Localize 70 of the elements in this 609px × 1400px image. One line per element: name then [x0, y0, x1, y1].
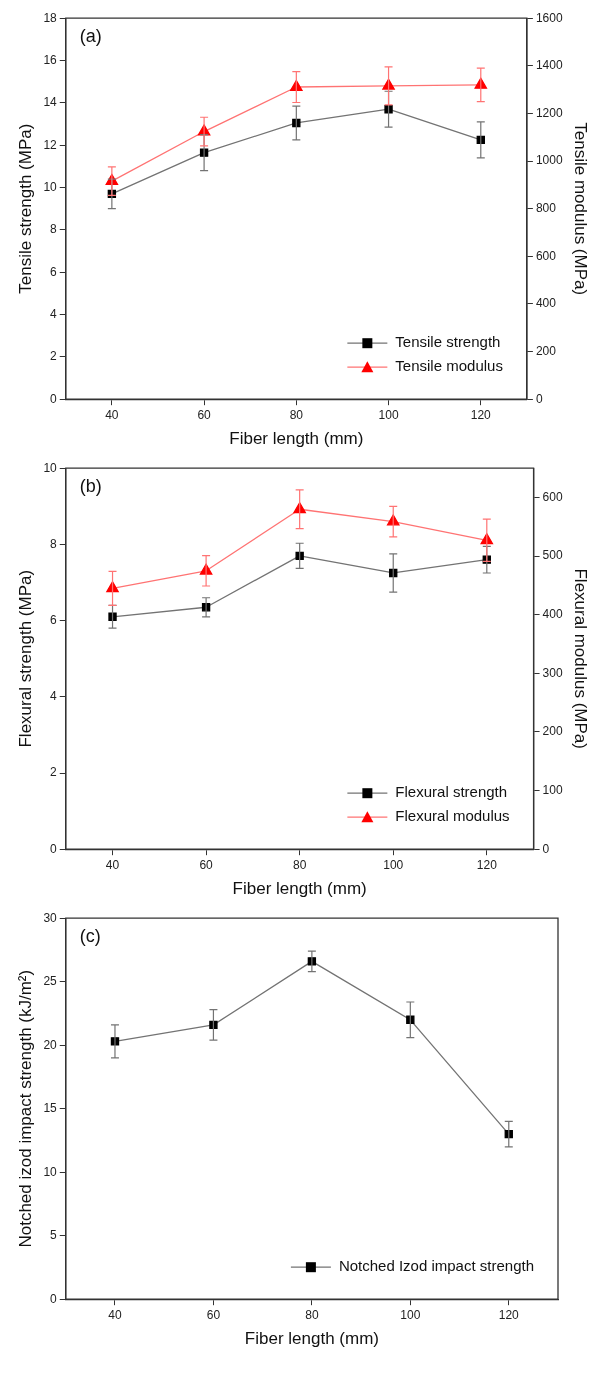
y2-tick-label: 600 — [535, 248, 557, 263]
y-axis-title: Notched izod impact strength (kJ/m²) — [15, 969, 35, 1248]
legend-label: Flexural modulus — [395, 807, 510, 825]
y-axis-title: Flexural strength (MPa) — [15, 569, 35, 748]
y-tick-label: 0 — [50, 841, 58, 856]
x-tick-label: 60 — [199, 857, 214, 872]
y2-tick-label: 1200 — [535, 105, 563, 120]
y-tick-label: 12 — [43, 137, 58, 152]
y-tick-label: 0 — [50, 391, 58, 406]
annotation: (a) — [79, 26, 102, 47]
y-tick-label: 15 — [43, 1101, 58, 1116]
x-tick-label: 80 — [292, 857, 307, 872]
x-tick-label: 120 — [476, 857, 498, 872]
y-tick-label: 6 — [50, 612, 58, 627]
y-tick-label: 10 — [43, 179, 58, 194]
x-tick-label: 120 — [498, 1307, 520, 1322]
x-axis-title: Fiber length (mm) — [229, 429, 364, 449]
legend-label: Flexural strength — [395, 783, 508, 801]
y-tick-label: 2 — [50, 765, 58, 780]
y2-tick-label: 0 — [535, 391, 543, 406]
y-tick-label: 25 — [43, 974, 58, 989]
x-axis-title: Fiber length (mm) — [244, 1329, 379, 1349]
x-tick-label: 100 — [378, 407, 399, 422]
y2-tick-label: 100 — [542, 782, 563, 797]
y2-tick-label: 0 — [542, 841, 550, 856]
legend-label: Tensile modulus — [395, 357, 503, 375]
y-tick-label: 30 — [43, 910, 58, 925]
y2-tick-label: 600 — [542, 489, 563, 504]
y-tick-label: 14 — [43, 95, 58, 110]
legend-label: Tensile strength — [395, 333, 501, 351]
y-tick-label: 5 — [50, 1228, 58, 1243]
y-tick-label: 18 — [43, 10, 58, 25]
y2-tick-label: 400 — [542, 607, 563, 622]
x-tick-label: 100 — [400, 1307, 421, 1322]
y-tick-label: 4 — [50, 689, 58, 704]
y-tick-label: 4 — [50, 306, 58, 321]
y-tick-label: 8 — [50, 222, 58, 237]
y-tick-label: 0 — [50, 1291, 58, 1306]
y-tick-label: 10 — [43, 460, 58, 475]
y2-tick-label: 400 — [535, 296, 557, 311]
annotation: (c) — [79, 926, 101, 947]
y2-axis-title: Tensile modulus (MPa) — [571, 122, 591, 296]
y2-axis-title: Flexural modulus (MPa) — [571, 568, 591, 749]
x-tick-label: 40 — [105, 857, 120, 872]
x-axis-title: Fiber length (mm) — [232, 879, 367, 899]
x-tick-label: 100 — [383, 857, 404, 872]
x-tick-label: 80 — [289, 407, 304, 422]
y-tick-label: 6 — [50, 264, 58, 279]
y-tick-label: 8 — [50, 536, 58, 551]
y2-tick-label: 1600 — [535, 10, 563, 25]
x-tick-label: 60 — [197, 407, 212, 422]
x-tick-label: 80 — [305, 1307, 319, 1322]
x-tick-label: 60 — [206, 1307, 221, 1322]
y-axis-title: Tensile strength (MPa) — [15, 123, 35, 294]
y-tick-label: 2 — [50, 349, 58, 364]
x-tick-label: 40 — [105, 407, 119, 422]
x-tick-label: 120 — [470, 407, 492, 422]
y-tick-label: 20 — [43, 1037, 58, 1052]
y2-tick-label: 300 — [542, 665, 563, 680]
y2-tick-label: 1000 — [535, 153, 563, 168]
y2-tick-label: 200 — [535, 343, 557, 358]
y-tick-label: 16 — [43, 52, 58, 67]
y2-tick-label: 200 — [542, 724, 563, 739]
legend-label: Notched Izod impact strength — [338, 1257, 535, 1275]
y2-tick-label: 500 — [542, 548, 563, 563]
y2-tick-label: 1400 — [535, 58, 563, 73]
y-tick-label: 10 — [43, 1164, 58, 1179]
y2-tick-label: 800 — [535, 201, 557, 216]
x-tick-label: 40 — [108, 1307, 122, 1322]
annotation: (b) — [79, 476, 102, 497]
